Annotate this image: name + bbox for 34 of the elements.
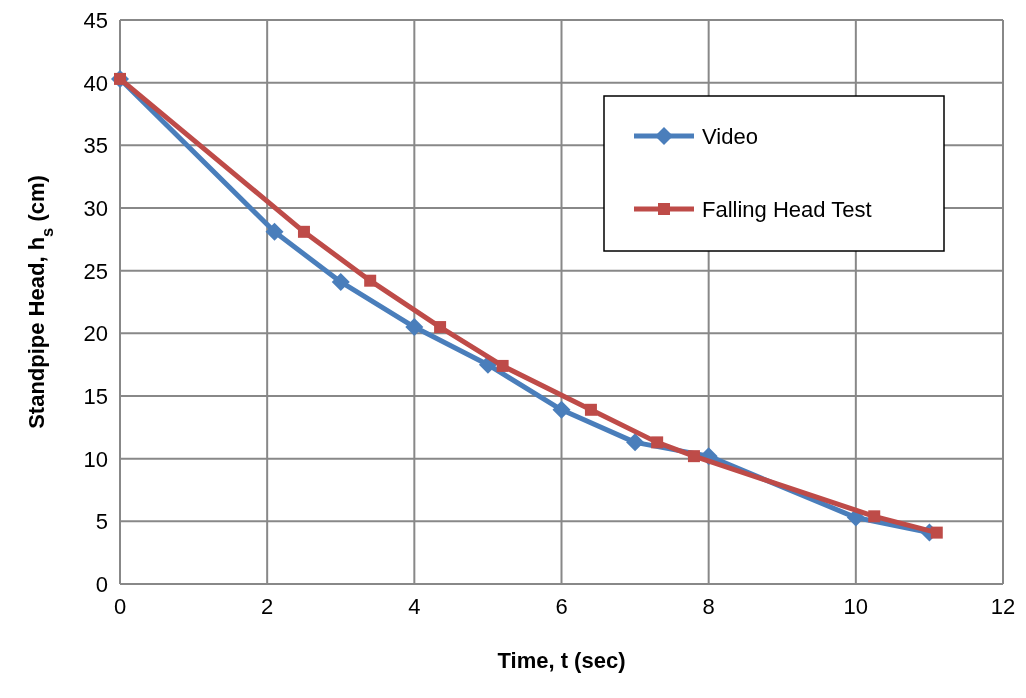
point	[297, 225, 310, 238]
x-tick-label: 10	[843, 594, 869, 619]
point	[687, 450, 700, 463]
y-tick-label: 35	[83, 133, 108, 159]
y-tick-label: 25	[83, 258, 108, 284]
point	[626, 433, 645, 452]
legend-label: Falling Head Test	[702, 197, 872, 222]
point	[405, 318, 424, 337]
point	[364, 274, 377, 287]
legend-label: Video	[702, 124, 758, 149]
y-tick-label: 30	[83, 196, 108, 221]
x-tick-label: 2	[261, 594, 274, 619]
x-axis-title: Time, t (sec)	[497, 648, 626, 673]
y-tick-label: 5	[95, 509, 108, 535]
point	[868, 510, 881, 523]
point	[651, 436, 664, 449]
y-tick-label: 45	[83, 8, 108, 33]
point	[584, 403, 597, 416]
point	[265, 222, 284, 241]
x-tick-label: 0	[113, 594, 127, 619]
point	[496, 359, 509, 372]
y-tick-label: 20	[83, 321, 108, 347]
point	[434, 321, 447, 334]
x-tick-label: 6	[555, 594, 568, 619]
y-tick-label: 0	[95, 572, 108, 597]
x-tick-label: 4	[408, 594, 421, 619]
point	[930, 526, 943, 539]
x-tick-label: 12	[990, 594, 1016, 619]
point	[552, 400, 571, 419]
y-tick-label: 40	[83, 70, 108, 96]
x-tick-label: 8	[702, 594, 715, 619]
y-tick-label: 15	[83, 384, 108, 409]
y-tick-label: 10	[83, 446, 108, 472]
point	[331, 272, 350, 291]
